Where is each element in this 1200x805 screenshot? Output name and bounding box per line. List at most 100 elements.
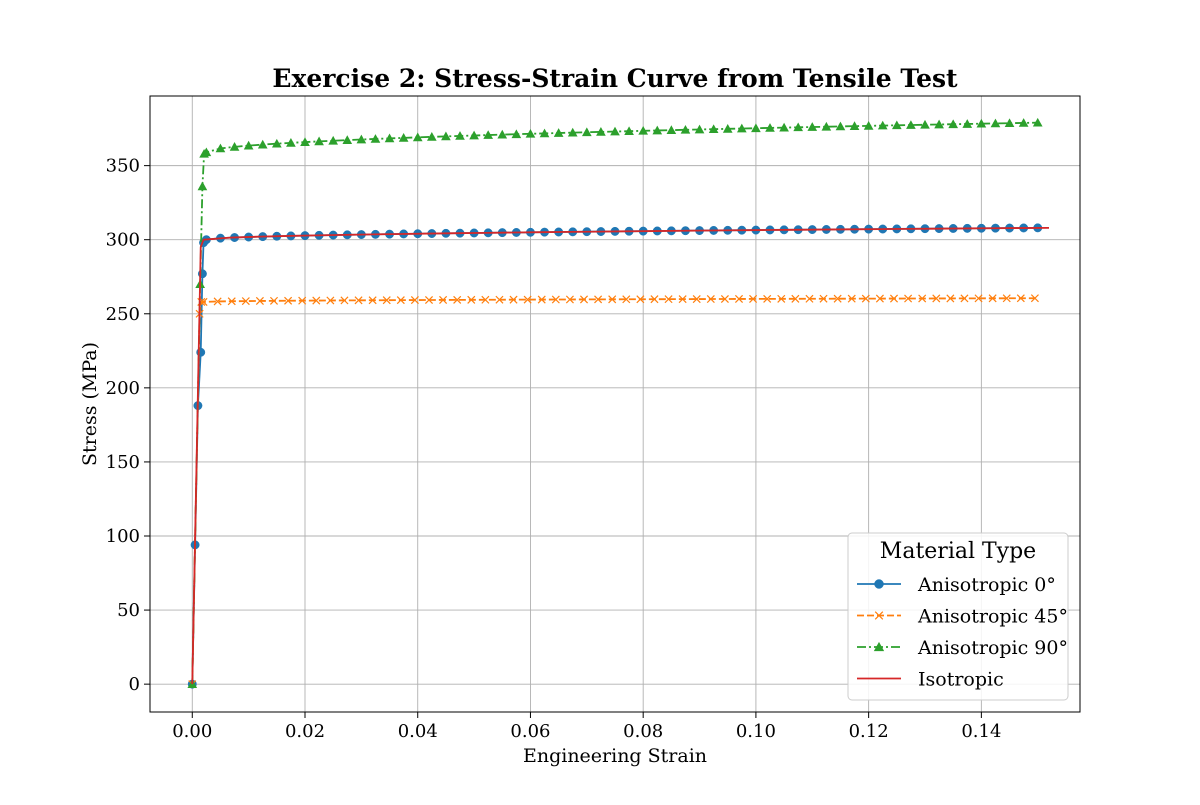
- data-point: [946, 294, 955, 303]
- data-point: [298, 296, 307, 305]
- data-point: [382, 296, 391, 305]
- series-isotropic: [191, 226, 1050, 685]
- y-tick-label: 300: [106, 230, 140, 251]
- data-point: [990, 118, 1001, 128]
- data-point: [213, 297, 222, 306]
- plot-series: [187, 117, 1050, 689]
- data-point-stroke: [241, 297, 250, 306]
- data-point-stroke: [579, 295, 589, 304]
- data-point-stroke: [410, 296, 419, 305]
- data-point: [875, 294, 884, 303]
- data-point: [300, 137, 310, 146]
- data-point: [567, 127, 578, 137]
- x-tick-label: 0.02: [285, 721, 325, 742]
- data-point-stroke: [875, 294, 884, 303]
- data-point: [469, 130, 479, 140]
- grid: [150, 96, 1080, 712]
- data-point: [680, 124, 691, 134]
- data-point: [777, 294, 786, 303]
- data-point-stroke: [904, 294, 913, 303]
- data-point: [257, 139, 268, 149]
- data-point: [861, 294, 870, 303]
- data-point: [1004, 118, 1015, 128]
- data-point-stroke: [1030, 294, 1039, 303]
- data-point-stroke: [622, 295, 631, 304]
- data-point: [1002, 294, 1011, 303]
- data-point: [874, 611, 884, 620]
- data-point: [565, 295, 574, 304]
- data-point: [976, 118, 987, 128]
- data-point: [424, 295, 434, 305]
- data-point: [384, 133, 395, 143]
- data-point: [553, 128, 564, 137]
- data-point-stroke: [805, 294, 814, 303]
- data-point: [666, 125, 677, 135]
- data-point-stroke: [523, 295, 532, 304]
- data-point-stroke: [199, 297, 208, 306]
- data-point-stroke: [692, 295, 701, 304]
- data-point-stroke: [608, 295, 617, 304]
- x-axis-label: Engineering Strain: [523, 745, 707, 767]
- data-point: [398, 133, 409, 142]
- data-point-stroke: [889, 294, 899, 303]
- data-point-stroke: [227, 297, 236, 306]
- legend-label: Anisotropic 0°: [917, 574, 1056, 596]
- data-point-stroke: [706, 295, 715, 304]
- data-point-stroke: [678, 295, 687, 304]
- data-point-stroke: [467, 295, 476, 304]
- data-point-stroke: [988, 294, 997, 303]
- data-point-stroke: [763, 294, 772, 303]
- data-point-stroke: [312, 296, 321, 305]
- data-point-stroke: [439, 295, 448, 304]
- data-point-stroke: [1016, 294, 1025, 303]
- legend-box: [847, 532, 1069, 701]
- data-point-stroke: [650, 295, 659, 304]
- data-point: [227, 297, 236, 306]
- data-point-stroke: [284, 296, 293, 305]
- data-point: [396, 296, 405, 305]
- data-point: [932, 294, 941, 303]
- data-point: [579, 295, 589, 304]
- data-point: [271, 138, 282, 148]
- series-line: [191, 297, 1035, 685]
- data-point-stroke: [495, 295, 504, 304]
- data-point: [694, 124, 705, 134]
- legend-entries: Anisotropic 0° Anisotropic 45° Anisotropic…: [857, 574, 1068, 691]
- data-point: [763, 294, 772, 303]
- data-point: [596, 127, 606, 136]
- data-point-stroke: [509, 295, 518, 304]
- data-point: [692, 295, 701, 304]
- data-point: [523, 295, 532, 304]
- data-point: [706, 295, 715, 304]
- data-point: [988, 294, 997, 303]
- data-point-stroke: [720, 294, 729, 304]
- data-point-stroke: [734, 294, 744, 303]
- legend-label: Anisotropic 90°: [917, 637, 1068, 659]
- data-point: [720, 294, 729, 304]
- data-point: [650, 295, 659, 304]
- data-point: [354, 296, 363, 305]
- data-point: [467, 295, 476, 304]
- data-point-stroke: [636, 295, 645, 304]
- data-point-stroke: [960, 294, 969, 303]
- data-point-stroke: [974, 294, 983, 303]
- y-axis-label: Stress (MPa): [79, 342, 101, 466]
- data-point: [664, 295, 673, 304]
- data-point: [241, 297, 250, 306]
- data-point: [636, 295, 645, 304]
- data-point: [312, 296, 321, 305]
- data-point: [509, 295, 518, 304]
- axis-ticks: 0.00 0.02 0.04 0.06 0.08 0.10 0.12 0.14 0 50 100 15…: [106, 156, 1002, 742]
- data-point: [581, 127, 592, 137]
- data-point-stroke: [1002, 294, 1011, 303]
- data-point: [441, 131, 451, 141]
- data-point-stroke: [368, 296, 377, 305]
- data-point: [314, 136, 324, 146]
- legend-title: Material Type: [880, 539, 1036, 564]
- data-point: [608, 295, 617, 304]
- data-point: [1030, 294, 1039, 303]
- data-point-stroke: [565, 295, 574, 304]
- data-point-stroke: [594, 295, 603, 304]
- data-point: [525, 128, 536, 138]
- data-point: [920, 119, 930, 129]
